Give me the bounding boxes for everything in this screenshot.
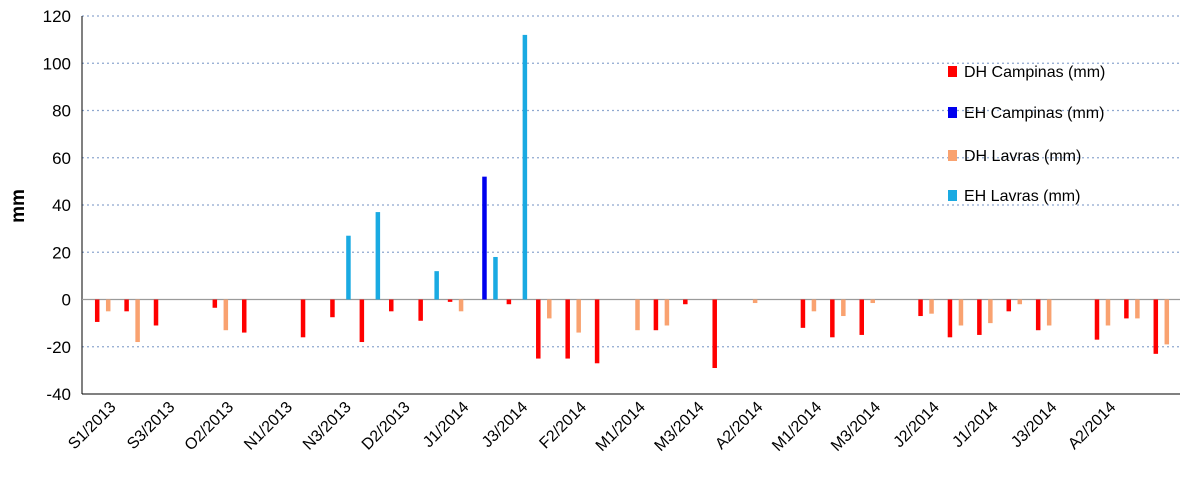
legend-swatch-1 xyxy=(948,107,957,118)
bar-2-24 xyxy=(811,299,817,312)
bar-2-30 xyxy=(988,299,993,324)
bar-0-30 xyxy=(977,299,982,335)
bar-2-29 xyxy=(958,299,964,326)
y-tick-label: 40 xyxy=(52,196,71,215)
x-tick-label: D2/2013 xyxy=(359,399,414,454)
bar-0-9 xyxy=(359,299,365,343)
y-tick-labels: -40 -20 0 20 40 60 80 100 120 xyxy=(43,7,71,404)
y-axis-label: mm xyxy=(8,189,29,223)
legend-swatch-2 xyxy=(948,150,957,161)
bar-2-31 xyxy=(1017,299,1023,305)
bar-0-5 xyxy=(241,299,247,333)
bar-0-19 xyxy=(653,299,659,331)
bar-0-14 xyxy=(506,299,512,305)
x-tick-label: A2/2014 xyxy=(1065,399,1119,453)
y-tick-label: 60 xyxy=(52,149,71,168)
bar-2-36 xyxy=(1164,299,1170,345)
bar-0-16 xyxy=(565,299,570,359)
x-tick-label: M1/2014 xyxy=(769,399,825,455)
bar-2-35 xyxy=(1135,299,1140,319)
y-tick-label: -20 xyxy=(46,338,71,357)
bar-0-32 xyxy=(1035,299,1041,331)
x-tick-label: N1/2013 xyxy=(241,399,296,454)
legend-label-2: DH Lavras (mm) xyxy=(964,148,1081,165)
bar-0-17 xyxy=(594,299,600,364)
bar-0-7 xyxy=(300,299,306,338)
legend: DH Campinas (mm) EH Campinas (mm) DH Lavra… xyxy=(948,64,1105,205)
y-tick-label: 100 xyxy=(43,54,71,73)
y-tick-label: 120 xyxy=(43,7,71,26)
legend-label-3: EH Lavras (mm) xyxy=(964,188,1080,205)
bar-3-11 xyxy=(434,271,439,300)
bar-0-1 xyxy=(124,299,129,312)
legend-label-1: EH Campinas (mm) xyxy=(964,105,1104,122)
bar-2-16 xyxy=(576,299,581,333)
bar-2-15 xyxy=(547,299,552,319)
bar-2-25 xyxy=(841,299,846,317)
bar-0-35 xyxy=(1124,299,1129,319)
bar-2-22 xyxy=(752,299,758,304)
bar-2-18 xyxy=(635,299,640,331)
bar-3-9 xyxy=(375,212,381,300)
bar-2-28 xyxy=(929,299,934,314)
bar-2-34 xyxy=(1105,299,1111,326)
bar-0-29 xyxy=(947,299,953,338)
x-tick-label: S3/2013 xyxy=(124,399,178,453)
x-tick-label: J1/2014 xyxy=(420,399,472,451)
bar-0-11 xyxy=(418,299,423,321)
bar-0-26 xyxy=(859,299,864,335)
x-tick-label: O2/2013 xyxy=(182,399,237,454)
y-tick-label: -40 xyxy=(46,385,71,404)
bar-0-36 xyxy=(1153,299,1159,354)
bar-3-14 xyxy=(522,34,528,300)
bar-0-20 xyxy=(683,299,688,305)
y-tick-label: 0 xyxy=(62,291,71,310)
bar-3-13 xyxy=(493,256,498,300)
bar-0-2 xyxy=(153,299,159,326)
legend-label-0: DH Campinas (mm) xyxy=(964,64,1105,81)
x-tick-label: N3/2013 xyxy=(300,399,355,454)
legend-swatch-0 xyxy=(948,66,957,77)
bar-0-10 xyxy=(389,299,394,312)
x-tick-label: M3/2014 xyxy=(652,399,708,455)
bar-0-4 xyxy=(212,299,218,308)
bar-2-26 xyxy=(870,299,875,304)
x-tick-label: J3/2014 xyxy=(479,399,531,451)
bar-0-21 xyxy=(712,299,717,369)
bar-0-24 xyxy=(800,299,806,328)
x-tick-label: J2/2014 xyxy=(891,399,943,451)
axes xyxy=(81,16,1180,395)
bar-3-8 xyxy=(346,235,351,300)
x-tick-label: J3/2014 xyxy=(1008,399,1060,451)
bar-2-12 xyxy=(458,299,464,312)
x-tick-label: F2/2014 xyxy=(536,399,590,453)
bar-0-25 xyxy=(830,299,835,338)
bar-2-1 xyxy=(135,299,140,343)
x-tick-label: A2/2014 xyxy=(712,399,766,453)
bar-1-13 xyxy=(482,176,487,300)
x-tick-label: M1/2014 xyxy=(593,399,649,455)
bars xyxy=(94,34,1170,369)
bar-0-8 xyxy=(330,299,335,318)
legend-swatch-3 xyxy=(948,190,957,201)
gridlines xyxy=(82,15,1180,348)
bar-2-0 xyxy=(105,299,111,312)
bar-0-28 xyxy=(918,299,923,317)
bar-0-31 xyxy=(1006,299,1012,312)
x-tick-label: M3/2014 xyxy=(828,399,884,455)
y-tick-label: 20 xyxy=(52,243,71,262)
x-tick-label: J1/2014 xyxy=(949,399,1001,451)
x-tick-labels: S1/2013 S3/2013 O2/2013 N1/2013 N3/2013 D2/20… xyxy=(65,399,1119,455)
bar-0-0 xyxy=(94,299,100,322)
x-tick-label: S1/2013 xyxy=(65,399,119,453)
bar-0-34 xyxy=(1094,299,1100,340)
bar-2-4 xyxy=(223,299,229,331)
bar-0-12 xyxy=(447,299,453,302)
y-tick-label: 80 xyxy=(52,102,71,121)
bar-2-32 xyxy=(1046,299,1052,326)
bar-2-19 xyxy=(664,299,670,326)
bar-0-15 xyxy=(536,299,541,359)
